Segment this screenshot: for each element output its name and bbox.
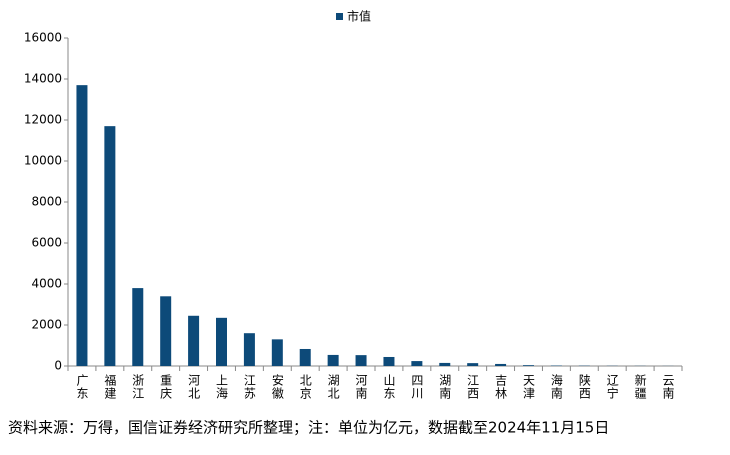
- bar: [383, 357, 394, 366]
- x-tick-label: 广东: [75, 374, 89, 400]
- y-tick-label: 8000: [31, 195, 62, 209]
- x-tick-label: 陕西: [577, 373, 591, 400]
- x-tick-label: 四川: [410, 374, 424, 400]
- x-tick-label: 上海: [215, 374, 229, 400]
- bar: [132, 288, 143, 366]
- x-tick-label: 安徽: [270, 373, 284, 400]
- x-tick-label: 江苏: [242, 374, 256, 400]
- x-tick-label: 北京: [298, 374, 312, 400]
- y-tick-label: 16000: [24, 31, 62, 45]
- x-tick-label: 山东: [382, 374, 396, 400]
- x-tick-label: 新疆: [633, 373, 647, 400]
- y-tick-label: 6000: [31, 236, 62, 250]
- bar: [244, 333, 255, 366]
- legend-swatch: [336, 13, 343, 20]
- bar: [188, 316, 199, 366]
- y-tick-label: 2000: [31, 318, 62, 332]
- y-tick-label: 12000: [24, 113, 62, 127]
- bar: [439, 363, 450, 366]
- x-tick-label: 重庆: [159, 374, 173, 400]
- x-tick-label: 海南: [549, 373, 563, 400]
- x-tick-label: 河北: [187, 374, 201, 400]
- bar: [300, 349, 311, 366]
- x-tick-label: 吉林: [494, 374, 508, 400]
- bar: [467, 363, 478, 366]
- bar: [104, 126, 115, 366]
- y-tick-label: 0: [54, 359, 62, 373]
- x-tick-label: 辽宁: [605, 374, 619, 400]
- y-tick-label: 4000: [31, 277, 62, 291]
- x-tick-label: 湖南: [438, 373, 452, 400]
- bar: [411, 361, 422, 366]
- x-tick-label: 河南: [354, 374, 368, 400]
- x-tick-label: 天津: [522, 374, 536, 400]
- bar: [523, 365, 534, 366]
- y-tick-label: 14000: [24, 72, 62, 86]
- x-tick-label: 江西: [466, 374, 480, 400]
- legend-label: 市值: [347, 9, 371, 24]
- x-tick-label: 浙江: [131, 374, 145, 400]
- x-tick-label: 湖北: [326, 373, 340, 400]
- bar: [328, 355, 339, 366]
- source-note: 资料来源：万得，国信证券经济研究所整理；注：单位为亿元，数据截至2024年11月…: [8, 419, 609, 437]
- y-tick-label: 10000: [24, 154, 62, 168]
- bar: [160, 296, 171, 366]
- x-tick-label: 福建: [103, 373, 117, 400]
- bar: [76, 85, 87, 366]
- x-tick-label: 云南: [661, 374, 675, 400]
- bar: [356, 355, 367, 366]
- bar: [495, 364, 506, 366]
- bar: [272, 339, 283, 366]
- bar: [216, 318, 227, 366]
